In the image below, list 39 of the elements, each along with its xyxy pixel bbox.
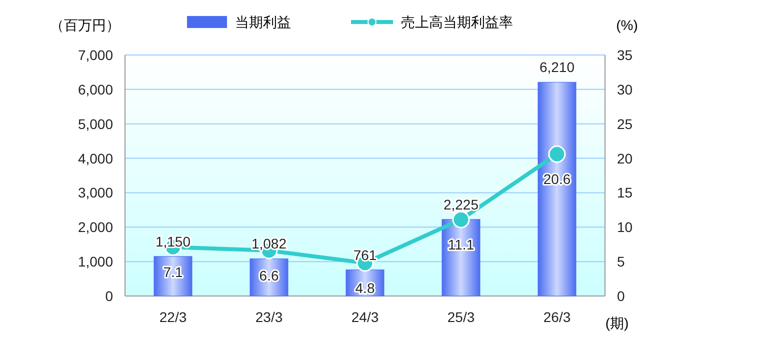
data-label: 6,210 — [539, 59, 575, 76]
y2-tick-label: 20 — [617, 150, 633, 166]
y-tick-label: 1,000 — [78, 254, 114, 270]
x-tick-label: 25/3 — [447, 309, 475, 325]
y-tick-label: 0 — [105, 288, 114, 304]
y2-tick-label: 5 — [617, 254, 625, 270]
data-label: 11.1 — [448, 236, 474, 253]
data-label: 1,082 — [251, 236, 287, 252]
y2-axis-title: (%) — [616, 17, 638, 33]
point — [548, 145, 566, 163]
x-axis-title: (期) — [605, 315, 629, 331]
y2-tick-label: 25 — [617, 116, 633, 132]
data-label: 7.1 — [163, 264, 183, 280]
y-tick-label: 3,000 — [78, 184, 114, 201]
data-label: 20.6 — [543, 171, 571, 188]
y2-tick-label: 30 — [617, 81, 633, 98]
data-label: 4.8 — [355, 280, 375, 296]
x-tick-label: 26/3 — [543, 309, 571, 325]
data-label: 1,150 — [155, 233, 191, 250]
legend-label: 売上高当期利益率 — [401, 14, 513, 30]
y2-tick-label: 0 — [617, 288, 625, 304]
y-tick-label: 7,000 — [78, 47, 114, 63]
y-tick-label: 5,000 — [78, 116, 114, 132]
data-label: 6.6 — [259, 268, 279, 284]
bar — [538, 82, 576, 296]
y-axis-title: （百万円） — [50, 17, 120, 33]
y-tick-label: 4,000 — [78, 150, 114, 166]
y-tick-label: 2,000 — [78, 219, 114, 236]
x-tick-label: 22/3 — [159, 309, 187, 325]
point — [452, 210, 470, 228]
y2-tick-label: 35 — [617, 47, 633, 63]
legend-label: 当期利益 — [235, 14, 291, 30]
y2-tick-label: 10 — [617, 219, 633, 236]
x-tick-label: 23/3 — [255, 309, 283, 325]
y2-tick-label: 15 — [617, 184, 633, 201]
bar — [154, 256, 192, 296]
y-tick-label: 6,000 — [78, 81, 114, 98]
data-label: 2,225 — [443, 196, 479, 212]
x-tick-label: 24/3 — [351, 309, 379, 325]
